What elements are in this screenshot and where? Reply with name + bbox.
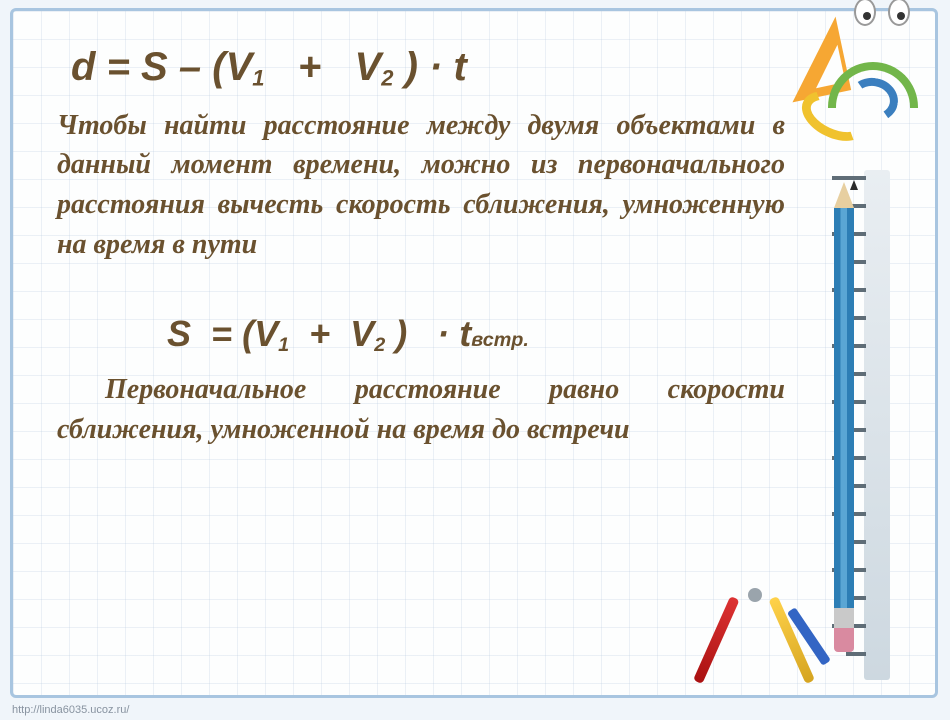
ruler-tick [846,652,866,656]
explanation-1: Чтобы найти расстояние между двумя объек… [57,106,785,265]
ruler-icon [864,170,890,680]
compass-icon [690,588,820,698]
ruler-tick [832,176,866,180]
geometry-tools-icon [778,18,928,148]
explanation-2: Первоначальное расстояние равно скорости… [57,370,785,450]
footer-url: http://linda6035.ucoz.ru/ [12,704,129,716]
formula-initial-distance: S = (V1 + V2 ) · tвстр. [167,313,785,357]
pencil-icon [834,182,854,652]
formula-distance-remaining: d = S – (V1 + V2 ) · t [71,45,785,92]
